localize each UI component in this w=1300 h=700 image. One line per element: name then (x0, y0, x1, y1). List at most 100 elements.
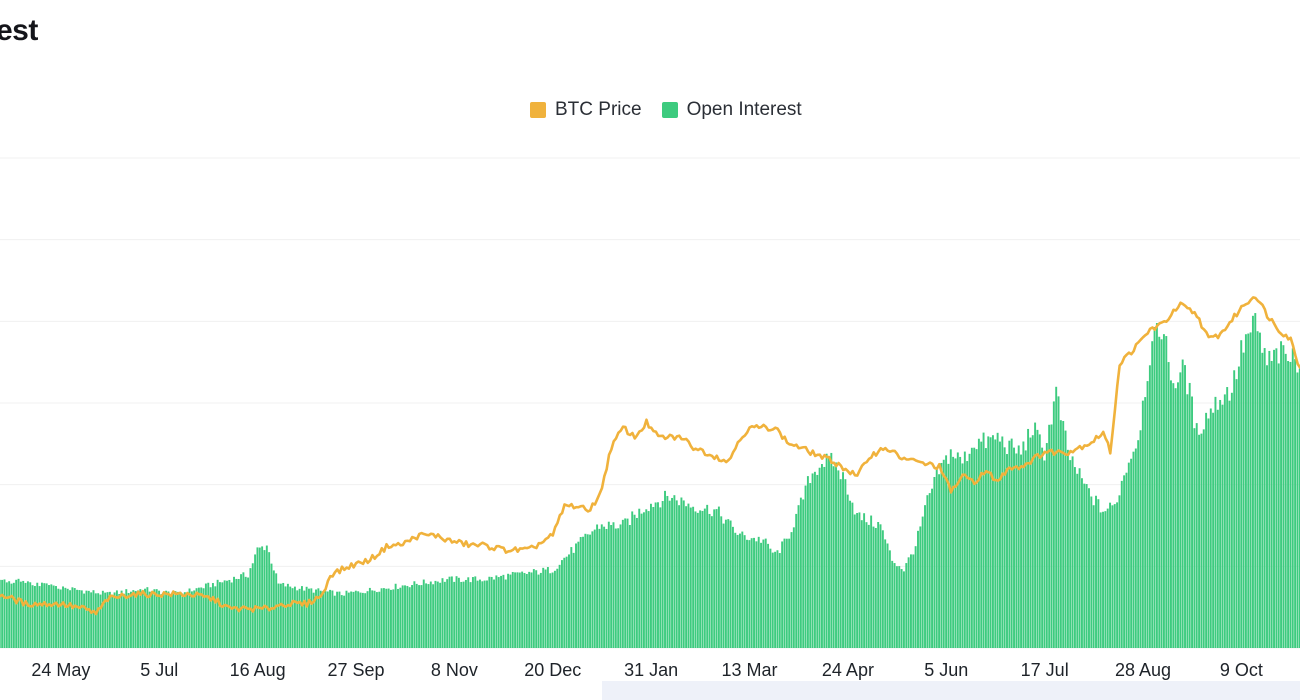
open-interest-bar (577, 541, 580, 648)
open-interest-bar (1298, 368, 1300, 648)
open-interest-bar (1144, 397, 1147, 648)
open-interest-bar (324, 591, 327, 648)
open-interest-bar (1259, 332, 1261, 648)
open-interest-bar (504, 579, 507, 648)
open-interest-bar (842, 472, 844, 648)
open-interest-bar (769, 548, 772, 648)
open-interest-bar (486, 580, 488, 648)
open-interest-bar (963, 451, 966, 648)
open-interest-bar (549, 573, 552, 648)
open-interest-bar (439, 582, 442, 648)
open-interest-bar (722, 523, 725, 648)
open-interest-bar (399, 587, 402, 648)
open-interest-bar (1125, 472, 1128, 648)
legend-item-open-interest[interactable]: Open Interest (661, 99, 802, 121)
open-interest-bar (551, 572, 554, 648)
open-interest-bar (1141, 400, 1144, 648)
open-interest-bar (1165, 336, 1168, 648)
open-interest-bar (59, 589, 62, 648)
legend-item-btc-price[interactable]: BTC Price (530, 99, 642, 121)
open-interest-bar (371, 590, 374, 648)
open-interest-bar (415, 583, 418, 648)
open-interest-bar (844, 479, 847, 648)
open-interest-bar (375, 592, 378, 648)
open-interest-bar (647, 511, 650, 648)
open-interest-bar (748, 540, 751, 648)
open-interest-bar (1153, 326, 1156, 648)
open-interest-bar (94, 593, 97, 648)
open-interest-bar (329, 589, 332, 648)
open-interest-bar (1111, 505, 1114, 648)
open-interest-bar (286, 583, 289, 648)
open-interest-bar (874, 527, 877, 648)
open-interest-bar (642, 512, 645, 648)
open-interest-bar (542, 567, 545, 648)
open-interest-bar (146, 587, 149, 648)
open-interest-bar (326, 591, 329, 648)
open-interest-bar (1118, 495, 1121, 648)
open-interest-bar (1090, 496, 1093, 648)
open-interest-bar (668, 500, 671, 648)
open-interest-bar (471, 577, 474, 648)
open-interest-bar (518, 572, 521, 648)
open-interest-bar (10, 583, 13, 648)
open-interest-bar (755, 541, 758, 648)
open-interest-bar (495, 575, 498, 648)
open-interest-bar (1132, 451, 1135, 648)
open-interest-bar (774, 551, 777, 648)
open-interest-bar (645, 509, 648, 648)
open-interest-bar (443, 581, 446, 648)
open-interest-bar (617, 528, 620, 648)
open-interest-bar (319, 590, 322, 648)
open-interest-bar (174, 591, 177, 648)
open-interest-bar (137, 590, 139, 648)
open-interest-bar (50, 584, 53, 648)
open-interest-bar (771, 552, 774, 648)
open-interest-bar (717, 506, 720, 648)
open-interest-bar (101, 590, 104, 648)
open-interest-bar (488, 576, 491, 648)
open-interest-bar (300, 586, 303, 648)
open-interest-bar (289, 586, 292, 648)
open-interest-bar (553, 570, 556, 648)
open-interest-bar (949, 449, 952, 648)
open-interest-bar (593, 529, 596, 648)
open-interest-bar (1123, 475, 1126, 648)
open-interest-bar (858, 512, 861, 648)
open-interest-bar (706, 504, 709, 648)
open-interest-bar (242, 572, 245, 648)
open-interest-bar (902, 571, 905, 648)
open-interest-bar (835, 462, 837, 648)
open-interest-bar (961, 463, 964, 648)
open-interest-bar (895, 566, 898, 648)
open-interest-bar (811, 473, 814, 648)
open-interest-bar (214, 586, 217, 648)
open-interest-bar (614, 528, 617, 648)
open-interest-bar (479, 579, 481, 648)
open-interest-bar (57, 588, 60, 648)
open-interest-bar (1167, 362, 1170, 648)
legend-label-btc-price: BTC Price (555, 99, 642, 120)
open-interest-bar (333, 595, 336, 648)
open-interest-bar (268, 552, 271, 648)
open-interest-bar (584, 533, 587, 648)
open-interest-bar (671, 497, 673, 648)
open-interest-bar (982, 432, 985, 648)
open-interest-bar (296, 590, 299, 648)
open-interest-bar (99, 594, 102, 648)
open-interest-bar (258, 547, 261, 648)
chart-legend: BTC Price Open Interest (530, 99, 802, 121)
open-interest-bar (338, 591, 341, 648)
open-interest-bar (1059, 420, 1062, 648)
open-interest-bar (392, 589, 395, 648)
open-interest-bar (767, 543, 770, 648)
open-interest-bar (165, 590, 168, 648)
open-interest-bar (216, 579, 219, 648)
open-interest-bar (575, 543, 577, 648)
open-interest-bar (713, 509, 716, 648)
open-interest-bar (90, 592, 93, 648)
open-interest-bar (1216, 409, 1219, 648)
open-interest-bar (806, 476, 809, 648)
open-interest-bar (457, 577, 460, 648)
range-selector-strip[interactable] (602, 681, 1300, 700)
